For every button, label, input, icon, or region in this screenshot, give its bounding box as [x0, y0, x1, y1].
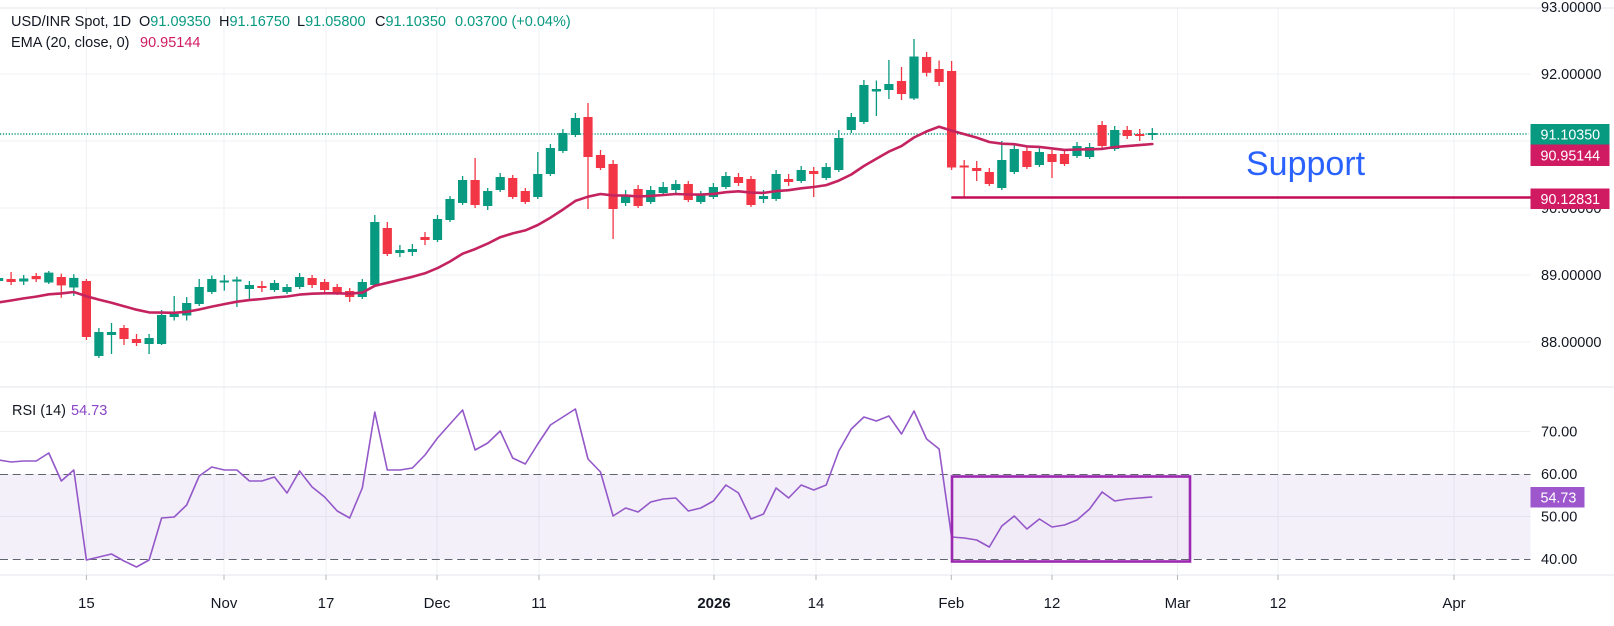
svg-text:USD/INR Spot, 1D: USD/INR Spot, 1D: [11, 14, 131, 30]
svg-text:50.00: 50.00: [1541, 510, 1577, 526]
svg-text:O91.09350: O91.09350: [139, 14, 211, 30]
svg-text:RSI (14): RSI (14): [12, 403, 66, 419]
svg-text:0.03700 (+0.04%): 0.03700 (+0.04%): [455, 14, 571, 30]
svg-text:54.73: 54.73: [71, 403, 107, 419]
svg-text:L91.05800: L91.05800: [297, 14, 366, 30]
svg-text:92.00000: 92.00000: [1541, 67, 1601, 83]
svg-text:Feb: Feb: [938, 595, 964, 612]
svg-text:15: 15: [78, 595, 95, 612]
svg-text:89.00000: 89.00000: [1541, 268, 1601, 284]
svg-text:88.00000: 88.00000: [1541, 335, 1601, 351]
svg-text:40.00: 40.00: [1541, 552, 1577, 568]
svg-text:70.00: 70.00: [1541, 425, 1577, 441]
svg-text:11: 11: [531, 595, 547, 612]
svg-text:EMA (20, close, 0): EMA (20, close, 0): [11, 35, 129, 51]
svg-text:90.95144: 90.95144: [140, 35, 200, 51]
svg-text:Mar: Mar: [1165, 595, 1191, 612]
svg-text:H91.16750: H91.16750: [219, 14, 290, 30]
svg-text:17: 17: [318, 595, 335, 612]
svg-text:14: 14: [808, 595, 825, 612]
svg-text:Apr: Apr: [1442, 595, 1465, 612]
svg-text:91.10350: 91.10350: [1541, 127, 1601, 143]
svg-text:Dec: Dec: [424, 595, 451, 612]
svg-text:12: 12: [1044, 595, 1061, 612]
svg-text:54.73: 54.73: [1541, 490, 1577, 506]
svg-text:2026: 2026: [697, 595, 730, 612]
svg-text:93.00000: 93.00000: [1541, 0, 1601, 16]
svg-text:90.12831: 90.12831: [1541, 192, 1601, 208]
svg-text:Support: Support: [1246, 145, 1366, 183]
svg-text:60.00: 60.00: [1541, 467, 1577, 483]
svg-text:12: 12: [1270, 595, 1287, 612]
svg-text:C91.10350: C91.10350: [375, 14, 446, 30]
svg-text:90.95144: 90.95144: [1541, 148, 1601, 164]
svg-text:Nov: Nov: [211, 595, 238, 612]
